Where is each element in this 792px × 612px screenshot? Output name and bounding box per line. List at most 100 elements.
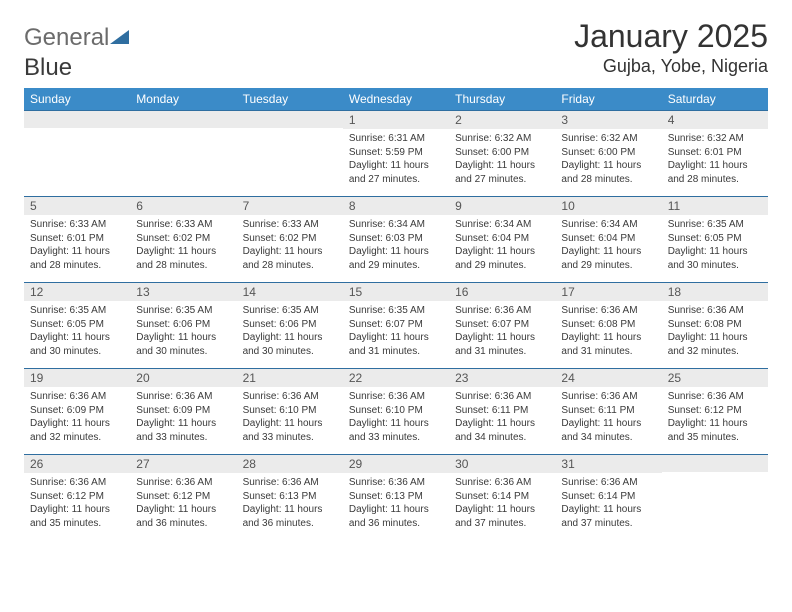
day-detail-line: Daylight: 11 hours and 28 minutes. [136, 245, 230, 272]
day-detail-line: Daylight: 11 hours and 27 minutes. [455, 159, 549, 186]
day-details: Sunrise: 6:35 AMSunset: 6:06 PMDaylight:… [130, 301, 236, 362]
day-number: 17 [555, 283, 661, 301]
day-cell [237, 111, 343, 197]
day-detail-line: Sunrise: 6:36 AM [455, 476, 549, 490]
day-detail-line: Daylight: 11 hours and 36 minutes. [243, 503, 337, 530]
day-details: Sunrise: 6:36 AMSunset: 6:13 PMDaylight:… [237, 473, 343, 534]
day-detail-line: Sunrise: 6:36 AM [136, 476, 230, 490]
day-detail-line: Sunset: 6:13 PM [243, 490, 337, 504]
day-detail-line: Sunrise: 6:33 AM [30, 218, 124, 232]
day-number: 18 [662, 283, 768, 301]
day-number: 23 [449, 369, 555, 387]
day-cell: 1Sunrise: 6:31 AMSunset: 5:59 PMDaylight… [343, 111, 449, 197]
day-number [24, 111, 130, 128]
day-number: 4 [662, 111, 768, 129]
week-row: 5Sunrise: 6:33 AMSunset: 6:01 PMDaylight… [24, 197, 768, 283]
day-detail-line: Sunset: 6:00 PM [455, 146, 549, 160]
day-detail-line: Daylight: 11 hours and 37 minutes. [455, 503, 549, 530]
day-detail-line: Sunrise: 6:36 AM [561, 304, 655, 318]
day-number: 20 [130, 369, 236, 387]
calendar-page: General Blue January 2025 Gujba, Yobe, Ni… [0, 0, 792, 561]
dow-saturday: Saturday [662, 88, 768, 111]
day-number: 19 [24, 369, 130, 387]
day-detail-line: Sunset: 6:05 PM [30, 318, 124, 332]
day-detail-line: Sunset: 6:09 PM [30, 404, 124, 418]
day-cell: 7Sunrise: 6:33 AMSunset: 6:02 PMDaylight… [237, 197, 343, 283]
day-cell: 16Sunrise: 6:36 AMSunset: 6:07 PMDayligh… [449, 283, 555, 369]
brand-part1: General [24, 24, 109, 51]
day-cell: 14Sunrise: 6:35 AMSunset: 6:06 PMDayligh… [237, 283, 343, 369]
day-detail-line: Sunset: 6:06 PM [243, 318, 337, 332]
day-detail-line: Sunset: 6:07 PM [455, 318, 549, 332]
day-cell: 31Sunrise: 6:36 AMSunset: 6:14 PMDayligh… [555, 455, 661, 541]
day-number: 21 [237, 369, 343, 387]
day-number [237, 111, 343, 128]
week-row: 26 Sunrise: 6:36 AM Sunset: 6:12 PM Dayligh… [24, 455, 768, 541]
day-detail-line: Sunset: 6:11 PM [561, 404, 655, 418]
day-number: 12 [24, 283, 130, 301]
day-detail-line: Daylight: 11 hours and 33 minutes. [243, 417, 337, 444]
title-block: January 2025 Gujba, Yobe, Nigeria [574, 20, 768, 77]
dow-tuesday: Tuesday [237, 88, 343, 111]
day-cell: 12Sunrise: 6:35 AMSunset: 6:05 PMDayligh… [24, 283, 130, 369]
week-row: 1Sunrise: 6:31 AMSunset: 5:59 PMDaylight… [24, 111, 768, 197]
day-cell: 30Sunrise: 6:36 AMSunset: 6:14 PMDayligh… [449, 455, 555, 541]
dow-monday: Monday [130, 88, 236, 111]
day-number: 22 [343, 369, 449, 387]
day-cell: 6Sunrise: 6:33 AMSunset: 6:02 PMDaylight… [130, 197, 236, 283]
day-cell: 18Sunrise: 6:36 AMSunset: 6:08 PMDayligh… [662, 283, 768, 369]
day-details: Sunrise: 6:36 AMSunset: 6:09 PMDaylight:… [130, 387, 236, 448]
day-number: 26 [24, 455, 130, 473]
day-cell: 28Sunrise: 6:36 AMSunset: 6:13 PMDayligh… [237, 455, 343, 541]
day-detail-line: Sunset: 6:02 PM [136, 232, 230, 246]
day-detail-line: Daylight: 11 hours and 31 minutes. [349, 331, 443, 358]
day-detail-line: Sunrise: 6:32 AM [668, 132, 762, 146]
day-number: 3 [555, 111, 661, 129]
day-detail-line: Sunrise: 6:36 AM [455, 390, 549, 404]
day-detail-line: Daylight: 11 hours and 28 minutes. [243, 245, 337, 272]
day-of-week-row: Sunday Monday Tuesday Wednesday Thursday… [24, 88, 768, 111]
day-detail-line: Daylight: 11 hours and 33 minutes. [349, 417, 443, 444]
day-detail-line: Sunrise: 6:36 AM [668, 304, 762, 318]
day-details: Sunrise: 6:35 AMSunset: 6:07 PMDaylight:… [343, 301, 449, 362]
day-detail-line: Sunset: 6:01 PM [30, 232, 124, 246]
day-detail-line: Sunrise: 6:36 AM [668, 390, 762, 404]
day-number: 28 [237, 455, 343, 473]
day-details: Sunrise: 6:35 AMSunset: 6:05 PMDaylight:… [662, 215, 768, 276]
day-cell: 15Sunrise: 6:35 AMSunset: 6:07 PMDayligh… [343, 283, 449, 369]
day-cell: 3Sunrise: 6:32 AMSunset: 6:00 PMDaylight… [555, 111, 661, 197]
day-number: 2 [449, 111, 555, 129]
day-detail-line: Sunrise: 6:34 AM [349, 218, 443, 232]
day-cell: 29Sunrise: 6:36 AMSunset: 6:13 PMDayligh… [343, 455, 449, 541]
day-cell: 9Sunrise: 6:34 AMSunset: 6:04 PMDaylight… [449, 197, 555, 283]
day-detail-line: Daylight: 11 hours and 34 minutes. [455, 417, 549, 444]
day-details: Sunrise: 6:36 AMSunset: 6:10 PMDaylight:… [237, 387, 343, 448]
day-number: 11 [662, 197, 768, 215]
day-details: Sunrise: 6:33 AMSunset: 6:02 PMDaylight:… [237, 215, 343, 276]
day-details: Sunrise: 6:33 AMSunset: 6:01 PMDaylight:… [24, 215, 130, 276]
day-detail-line: Sunrise: 6:33 AM [136, 218, 230, 232]
day-detail-line: Daylight: 11 hours and 36 minutes. [349, 503, 443, 530]
dow-thursday: Thursday [449, 88, 555, 111]
day-number: 31 [555, 455, 661, 473]
day-cell: 10Sunrise: 6:34 AMSunset: 6:04 PMDayligh… [555, 197, 661, 283]
day-detail-line: Sunset: 6:00 PM [561, 146, 655, 160]
day-number: 8 [343, 197, 449, 215]
day-detail-line: Sunrise: 6:34 AM [561, 218, 655, 232]
day-details: Sunrise: 6:36 AMSunset: 6:08 PMDaylight:… [662, 301, 768, 362]
dow-sunday: Sunday [24, 88, 130, 111]
day-number: 30 [449, 455, 555, 473]
day-detail-line: Sunset: 6:06 PM [136, 318, 230, 332]
brand-part2: Blue [24, 54, 72, 81]
day-detail-line: Sunset: 6:12 PM [30, 490, 124, 504]
day-cell: 17Sunrise: 6:36 AMSunset: 6:08 PMDayligh… [555, 283, 661, 369]
day-details: Sunrise: 6:36 AMSunset: 6:07 PMDaylight:… [449, 301, 555, 362]
day-details: Sunrise: 6:31 AMSunset: 5:59 PMDaylight:… [343, 129, 449, 190]
day-detail-line: Sunrise: 6:36 AM [561, 476, 655, 490]
day-detail-line: Sunset: 6:03 PM [349, 232, 443, 246]
week-row: 19Sunrise: 6:36 AMSunset: 6:09 PMDayligh… [24, 369, 768, 455]
day-details: Sunrise: 6:36 AMSunset: 6:12 PMDaylight:… [662, 387, 768, 448]
day-detail-line: Sunset: 6:10 PM [349, 404, 443, 418]
day-number: 15 [343, 283, 449, 301]
day-detail-line: Sunrise: 6:36 AM [455, 304, 549, 318]
